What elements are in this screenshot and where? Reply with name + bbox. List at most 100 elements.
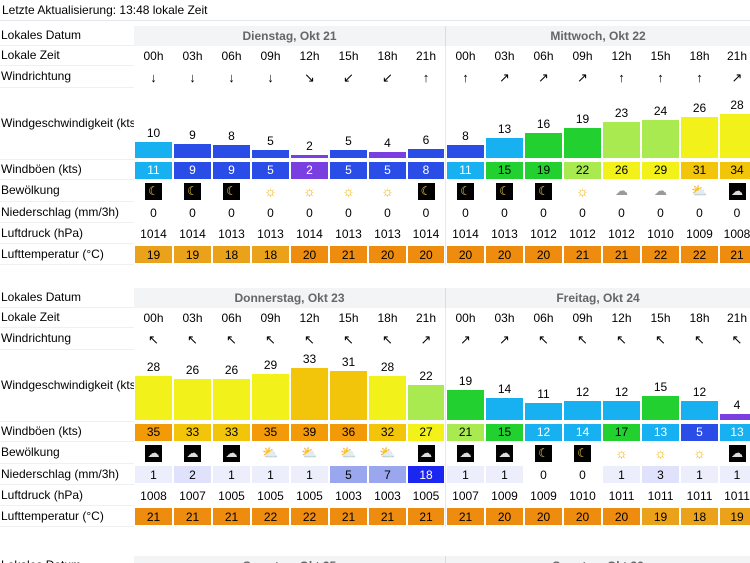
wind-gust-value: 35	[252, 423, 289, 441]
cell-precip: 0	[446, 202, 485, 223]
wind-direction-arrow-icon: ↓	[189, 69, 196, 85]
row-cells-cloud: ☁ ☁ ☁ ⛅ ⛅ ⛅ ⛅ ☁ ☁ ☁ ☾ ☾ ☼ ☼ ☼ ☁	[134, 442, 750, 464]
cell-speed: 28	[134, 350, 173, 422]
wind-speed-bar	[564, 128, 601, 158]
cell-time: 12h	[299, 49, 320, 63]
cell-precip: 0	[134, 202, 173, 223]
row-cells-date: Dienstag, Okt 21 Mittwoch, Okt 22	[134, 26, 750, 46]
row-label-gust: Windböen (kts)	[0, 422, 134, 442]
wind-gust-value: 13	[720, 423, 750, 441]
cell-temp: 21	[368, 506, 407, 527]
wind-speed-bar	[681, 401, 718, 420]
precipitation-value: 0	[228, 205, 235, 220]
row-label-date: Lokales Datum	[0, 288, 134, 308]
cell-precip: 7	[368, 464, 407, 485]
wind-speed-value: 5	[267, 134, 274, 148]
wind-direction-arrow-icon: ↓	[150, 69, 157, 85]
cell-time: 09h	[260, 311, 281, 325]
cell-dir: ↓	[251, 66, 290, 88]
temperature-value: 22	[252, 508, 289, 525]
cell-temp: 18	[680, 506, 719, 527]
wind-gust-value: 14	[564, 423, 601, 441]
cell-gust: 33	[212, 422, 251, 442]
cell-gust: 31	[680, 160, 719, 180]
wind-speed-value: 14	[497, 382, 512, 396]
weather-sunny-icon: ☼	[264, 183, 277, 199]
cell-dir: ↖	[719, 328, 750, 350]
cell-time: 09h	[260, 49, 281, 63]
wind-direction-arrow-icon: ↖	[577, 331, 588, 347]
cell-temp: 19	[719, 506, 750, 527]
cell-cloud: ☼	[329, 180, 368, 202]
precipitation-value: 0	[462, 205, 469, 220]
day-header: Freitag, Okt 24	[446, 288, 750, 308]
weather-cloud-icon: ☁	[654, 183, 667, 198]
wind-speed-value: 9	[189, 128, 196, 142]
wind-direction-arrow-icon: ↗	[499, 69, 510, 85]
cell-time: 12h	[611, 49, 632, 63]
wind-speed-value: 4	[733, 398, 741, 412]
row-temp: Lufttemperatur (°C) 21 21 21 22 22 21 21 21 21 20 2…	[0, 506, 750, 527]
wind-direction-arrow-icon: ↑	[657, 69, 664, 85]
wind-gust-value: 39	[291, 423, 328, 441]
cell-dir: ↑	[641, 66, 680, 88]
cell-pressure: 1014	[179, 226, 206, 241]
cell-temp: 20	[290, 244, 329, 265]
cell-pressure: 1003	[335, 488, 362, 503]
cell-pressure: 1009	[686, 226, 713, 241]
cell-pressure: 1008	[723, 226, 750, 241]
wind-gust-value: 35	[135, 423, 172, 441]
cell-precip: 0	[212, 202, 251, 223]
cell-temp: 21	[329, 244, 368, 265]
precipitation-value: 0	[540, 205, 547, 220]
cell-time: 15h	[650, 49, 671, 63]
weather-sunny-icon: ☼	[615, 445, 628, 461]
wind-speed-bar	[603, 122, 640, 158]
weather-nightcloud-icon: ☁	[417, 444, 435, 462]
weather-night-icon: ☾	[574, 444, 591, 462]
cell-pressure: 1005	[407, 485, 446, 506]
temperature-value: 22	[642, 246, 679, 263]
cell-pressure: 1005	[218, 488, 245, 503]
cell-gust: 29	[641, 160, 680, 180]
cell-cloud: ⛅	[368, 442, 407, 464]
row-label-time: Lokale Zeit	[0, 46, 134, 66]
wind-direction-arrow-icon: ↖	[148, 331, 159, 347]
cell-dir: ↖	[134, 328, 173, 350]
weather-nightcloud-icon: ☁	[496, 444, 513, 462]
cell-pressure: 1012	[530, 226, 557, 241]
wind-speed-value: 26	[224, 363, 239, 377]
cell-precip: 1	[485, 464, 524, 485]
weather-daycloud-icon: ⛅	[379, 445, 396, 460]
row-label-cloud: Bewölkung	[0, 442, 134, 464]
cell-speed: 4	[368, 88, 407, 160]
precipitation-value: 1	[603, 466, 640, 483]
cell-cloud: ☾	[524, 442, 563, 464]
wind-gust-value: 12	[525, 423, 562, 441]
row-cells-gust: 11 9 9 5 2 5 5 8 11 15 19 22 26 29 31 34	[134, 160, 750, 180]
cell-pressure: 1009	[530, 488, 557, 503]
cell-dir: ↗	[719, 66, 750, 88]
wind-gust-value: 5	[369, 161, 406, 179]
cell-cloud: ☾	[524, 180, 563, 202]
precipitation-value: 7	[369, 466, 406, 483]
weather-night-icon: ☾	[417, 182, 435, 200]
cell-pressure: 1014	[407, 223, 446, 244]
wind-gust-value: 34	[720, 161, 750, 179]
weather-nightcloud-icon: ☁	[728, 182, 746, 200]
cell-speed: 15	[641, 350, 680, 422]
row-label-dir: Windrichtung	[0, 328, 134, 350]
cell-temp: 22	[251, 506, 290, 527]
row-date-next: Lokales DatumSamstag, Okt 25Sonntag, Okt…	[0, 556, 750, 563]
cell-temp: 20	[563, 506, 602, 527]
cell-precip: 0	[290, 202, 329, 223]
cell-precip: 1	[290, 464, 329, 485]
cell-temp: 20	[602, 506, 641, 527]
cell-gust: 5	[329, 160, 368, 180]
cell-speed: 12	[602, 350, 641, 422]
wind-speed-bar	[330, 150, 367, 158]
cell-dir: ↑	[602, 66, 641, 88]
cell-precip: 0	[251, 202, 290, 223]
cell-precip: 1	[212, 464, 251, 485]
cell-speed: 4	[719, 350, 750, 422]
